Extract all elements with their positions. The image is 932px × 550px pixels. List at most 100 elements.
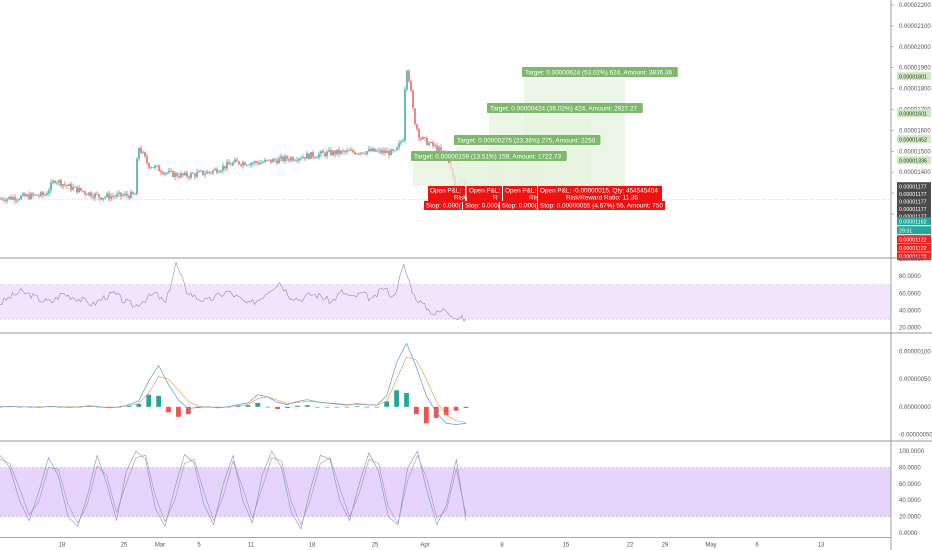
open-pl-label: Open P&L:	[505, 188, 536, 195]
open-pl-box	[538, 186, 662, 202]
candle-body	[180, 173, 182, 178]
candle-body	[42, 192, 44, 196]
candle-body	[388, 151, 390, 156]
candle-body	[54, 181, 56, 183]
candle-body	[26, 194, 28, 197]
stoch-tick-label: 40.0000	[899, 498, 921, 504]
macd-histogram-bar	[443, 406, 449, 416]
macd-panel[interactable]	[0, 342, 469, 425]
price-tag	[897, 189, 931, 198]
price-tag	[897, 243, 931, 252]
candle-body	[246, 164, 248, 166]
price-tick-label: 0.00001900	[899, 66, 931, 72]
candle-body	[208, 171, 210, 173]
stop-label: Stop: 0.000(	[426, 203, 462, 210]
candle-body	[204, 173, 206, 175]
candle-body	[84, 191, 86, 194]
candle-body	[58, 180, 60, 183]
candle-body	[196, 172, 198, 177]
candle-body	[262, 162, 264, 163]
macd-histogram-bar	[314, 406, 320, 408]
candle-body	[154, 165, 156, 168]
candle-body	[186, 172, 188, 177]
price-tag-label: 0.00001801	[899, 75, 927, 81]
rsi-panel[interactable]	[0, 261, 891, 322]
risk-label: Risk	[529, 195, 542, 202]
price-scale[interactable]: 0.00002200 0.00002100 0.00002000 0.00001900…	[891, 3, 932, 537]
price-tag-label: 0.00001336	[899, 159, 927, 165]
price-panel[interactable]: Target: 0.00000624 (53.02%) 624, Amount:…	[0, 67, 891, 210]
price-tick-label: 0.00001600	[899, 128, 931, 134]
open-pl-label: Open P&L:	[430, 188, 461, 195]
candle-body	[120, 192, 122, 197]
stop-box	[463, 201, 499, 210]
candle-body	[332, 150, 334, 156]
candle-body	[362, 152, 364, 154]
candle-body	[358, 153, 360, 155]
rsi-tick-label: 100.0000	[899, 257, 925, 263]
candle-body	[232, 162, 234, 166]
candle-body	[398, 143, 400, 148]
stop-box	[500, 201, 537, 210]
price-tag	[897, 226, 931, 235]
candle-body	[20, 195, 22, 200]
candle-body	[422, 137, 424, 140]
candle-body	[350, 150, 352, 151]
candle-body	[390, 149, 392, 156]
price-tag	[897, 252, 931, 261]
stoch-tick-label: 100.0000	[899, 449, 925, 455]
candle-body	[234, 159, 236, 163]
candle-body	[402, 140, 404, 142]
macd-histogram-bar	[354, 406, 360, 407]
candle-body	[394, 150, 396, 151]
candle-body	[312, 152, 314, 157]
time-tick-label: May	[705, 543, 716, 549]
macd-histogram-bar	[235, 405, 241, 407]
candle-body	[412, 90, 414, 109]
target-label-bg	[411, 151, 567, 161]
candle-body	[104, 196, 106, 198]
open-pl-label: Open P&L:	[469, 188, 500, 195]
candle-body	[296, 160, 298, 162]
open-pl-box	[503, 186, 537, 202]
candle-body	[238, 161, 240, 165]
candle-body	[252, 162, 254, 164]
candle-body	[280, 156, 282, 159]
macd-histogram-bar	[255, 402, 261, 407]
candle-body	[206, 171, 208, 174]
macd-histogram-bar	[176, 406, 181, 417]
candle-body	[384, 150, 386, 153]
candle-body	[228, 162, 230, 165]
candle-body	[292, 157, 294, 161]
price-tag-label: 0.00001162	[899, 220, 927, 226]
price-tag-label: 0.00001177	[899, 207, 927, 213]
candle-body	[438, 147, 440, 152]
target-label: Target: 0.00000424 (36.02%) 424, Amount:…	[490, 105, 638, 112]
candle-body	[434, 145, 436, 147]
candle-body	[360, 152, 362, 154]
macd-histogram-bar	[136, 404, 142, 407]
time-tick-label: 15	[563, 543, 570, 549]
time-tick-label: 25	[372, 543, 379, 549]
price-tick-label: 0.00002100	[899, 24, 931, 30]
candle-body	[396, 147, 398, 151]
stoch-rsi-panel[interactable]	[0, 450, 891, 530]
candle-body	[188, 176, 190, 178]
macd-histogram-bar	[374, 406, 380, 408]
time-axis[interactable]: 18 25 Mar 5 11 18 25 Apr 8 15 22 29 May 6 13	[59, 543, 825, 549]
macd-signal-line	[0, 356, 467, 423]
candle-body	[260, 162, 262, 165]
macd-histogram-bar	[324, 406, 330, 408]
candle-body	[326, 151, 328, 157]
candle-body	[66, 185, 68, 186]
risk-label: Risk/Reward Ratio: 11.35	[566, 195, 638, 202]
candle-body	[266, 159, 268, 161]
candle-body	[116, 193, 118, 197]
price-tag	[897, 235, 931, 244]
candle-body	[52, 181, 54, 183]
price-tag	[897, 109, 931, 118]
candle-body	[176, 173, 178, 177]
candle-body	[334, 150, 336, 155]
candle-body	[174, 173, 176, 178]
